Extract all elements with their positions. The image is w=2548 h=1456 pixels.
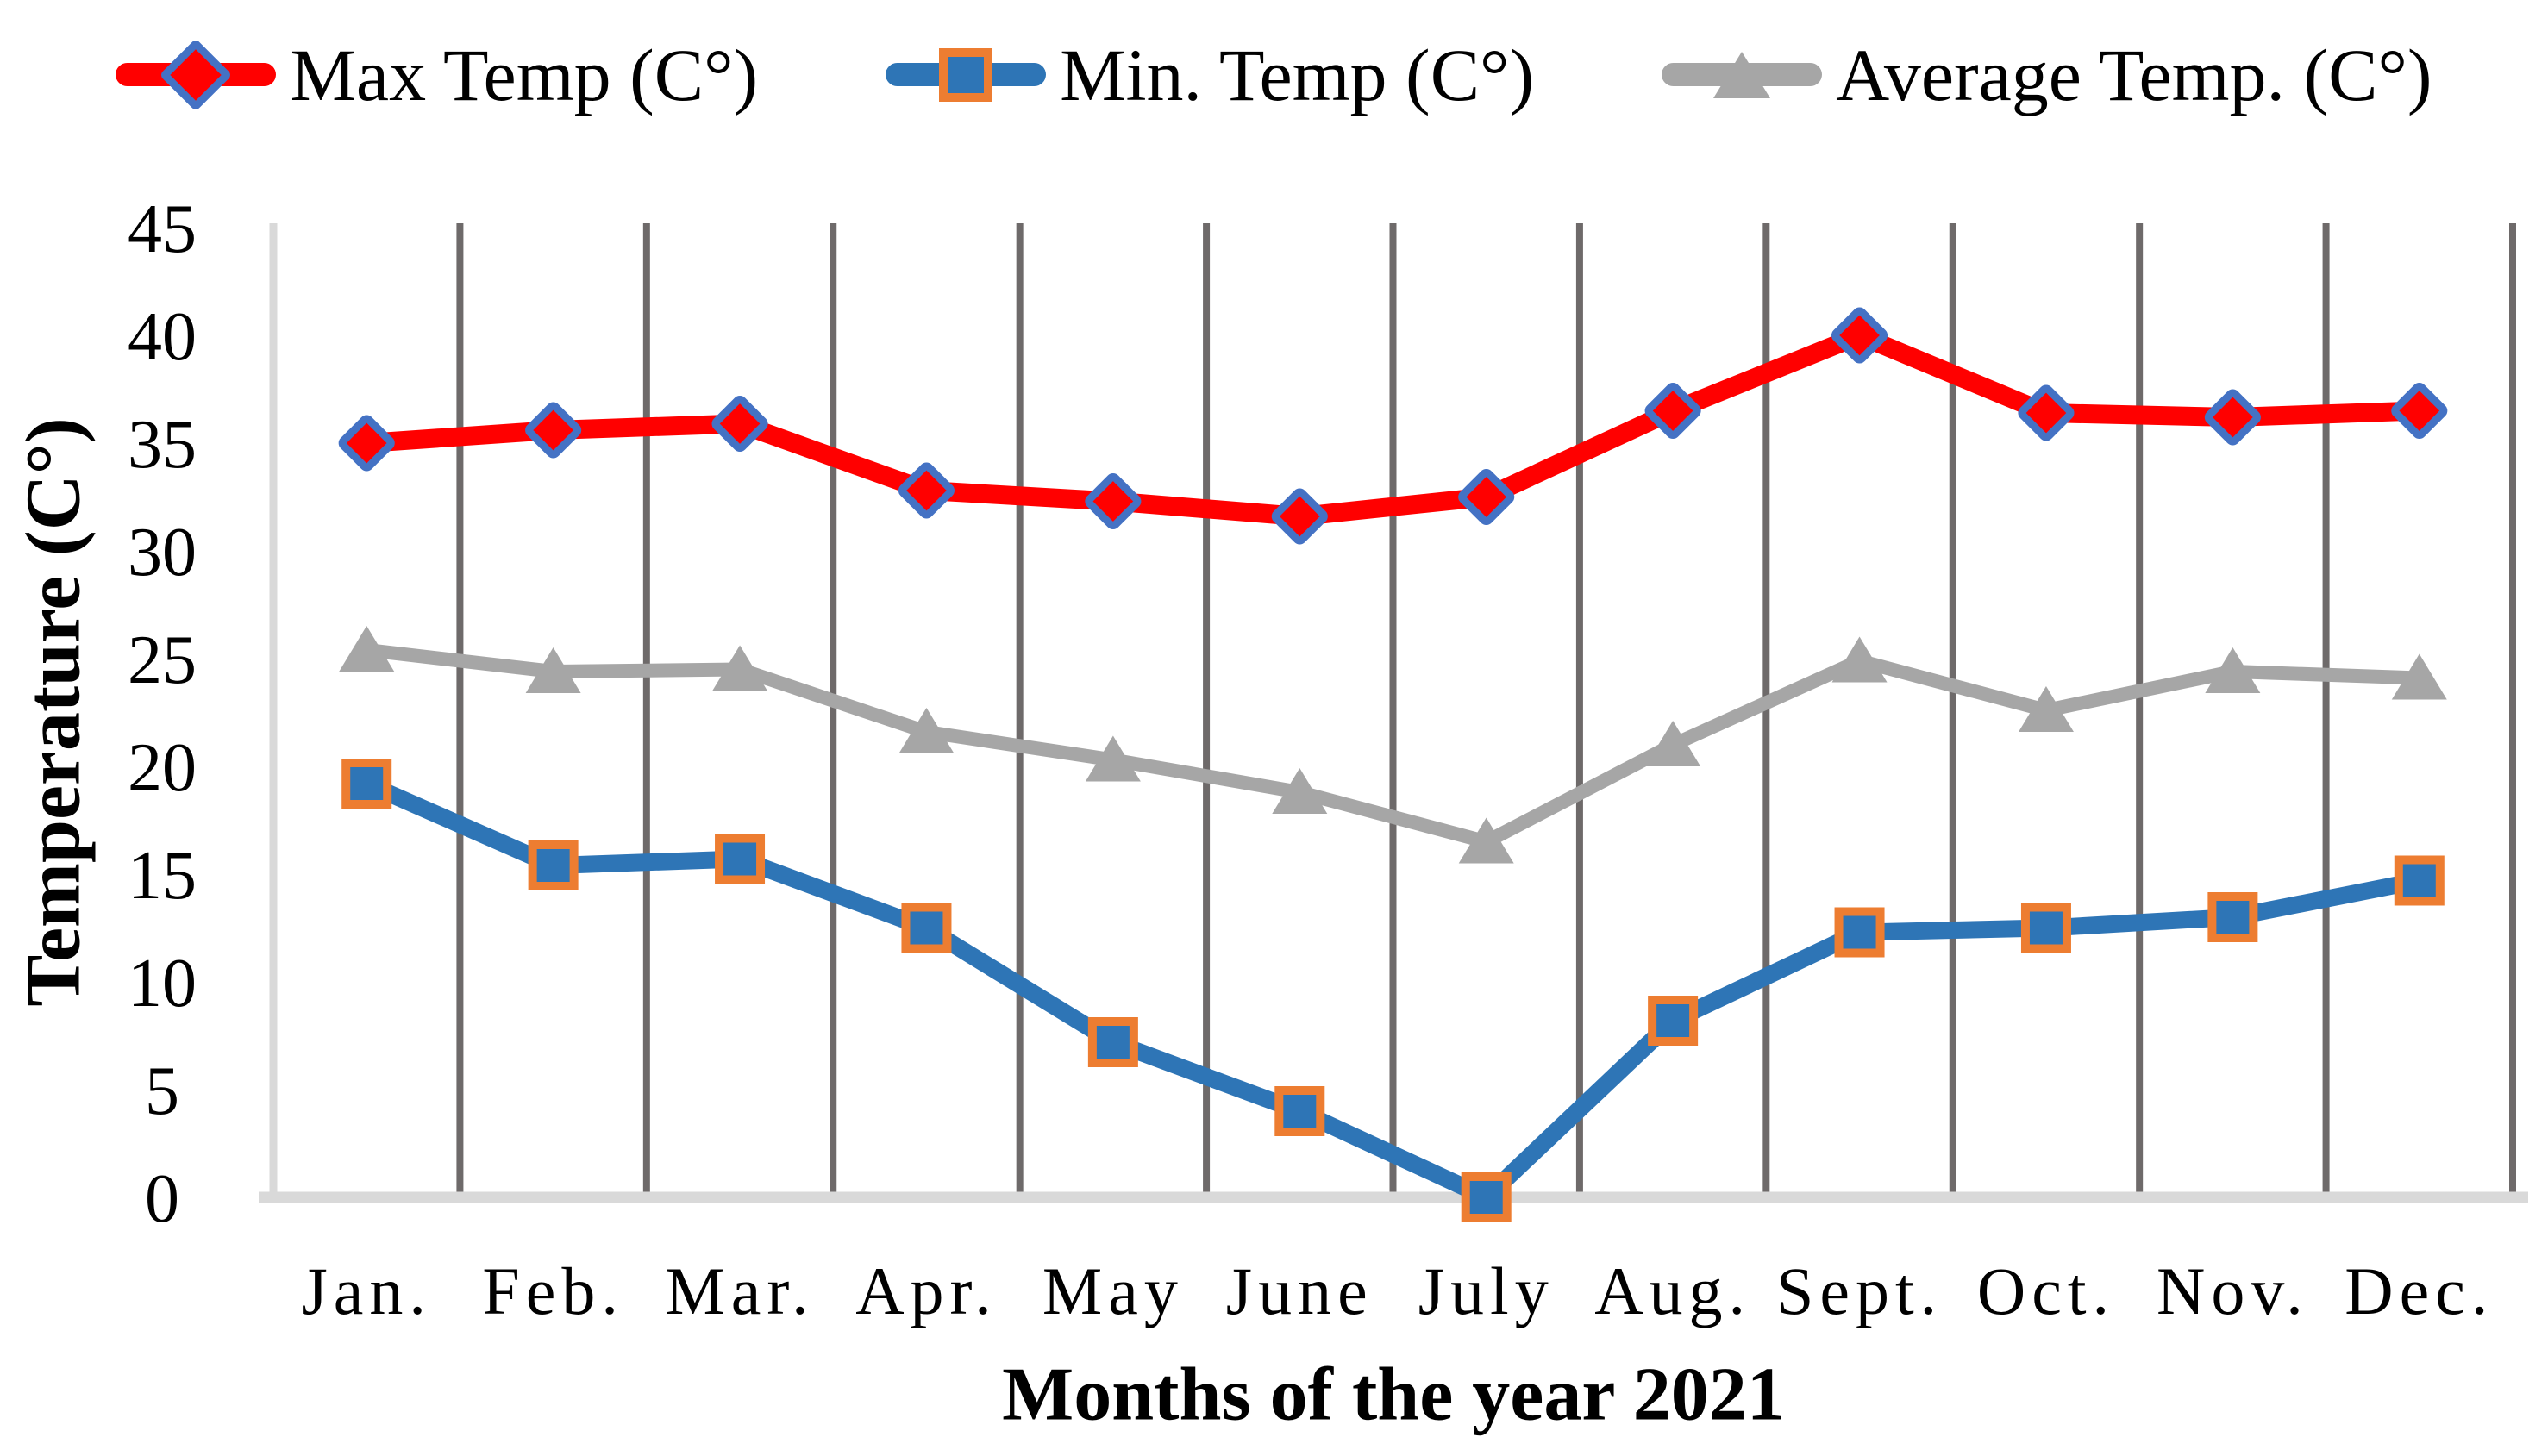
- avg-temp-marker: [2018, 686, 2074, 732]
- y-tick-label: 20: [128, 730, 197, 806]
- min-temp-marker: [715, 834, 766, 884]
- avg-temp-line: [360, 643, 2426, 849]
- min-temp-marker: [1648, 996, 1699, 1046]
- x-axis-title: Months of the year 2021: [1002, 1353, 1785, 1437]
- max-temp-marker: [1271, 488, 1328, 545]
- x-month-label: Jan.: [301, 1253, 431, 1328]
- x-month-label: Mar.: [665, 1253, 814, 1328]
- max-temp-marker: [711, 395, 768, 453]
- y-tick-label: 35: [128, 407, 197, 483]
- legend-item-diamond: Max Temp (C°): [116, 32, 758, 118]
- y-tick-label: 25: [128, 622, 197, 698]
- min-temp-marker: [1274, 1086, 1325, 1136]
- min-temp-marker: [1461, 1172, 1512, 1222]
- avg-temp-marker: [1085, 735, 1141, 782]
- avg-temp-marker: [339, 626, 395, 672]
- legend-label: Min. Temp (C°): [1060, 34, 1535, 116]
- min-temp-marker: [2207, 892, 2258, 942]
- y-tick-label: 0: [145, 1161, 179, 1237]
- min-temp-marker: [901, 903, 952, 953]
- max-temp-marker: [2018, 384, 2075, 441]
- max-temp-marker: [1644, 382, 1701, 440]
- x-month-label: Sept.: [1776, 1253, 1943, 1328]
- x-month-label: Dec.: [2345, 1253, 2494, 1328]
- y-tick-label: 45: [128, 191, 197, 267]
- square-icon: [939, 48, 993, 102]
- avg-temp-marker: [1645, 721, 1701, 766]
- min-temp-marker: [1087, 1017, 1138, 1067]
- x-month-label: Nov.: [2157, 1253, 2309, 1328]
- min-temp-line: [358, 775, 2428, 1206]
- triangle-icon: [1713, 52, 1771, 98]
- avg-temp-marker: [2205, 647, 2261, 693]
- y-tick-label: 15: [128, 838, 197, 914]
- max-temp-marker: [898, 462, 955, 519]
- legend-label: Max Temp (C°): [290, 34, 759, 116]
- x-month-label: July: [1418, 1253, 1555, 1328]
- max-temp-marker: [2204, 389, 2261, 446]
- square-legend-marker-icon: [886, 41, 1047, 109]
- avg-temp-marker: [525, 647, 581, 693]
- y-tick-label: 5: [145, 1053, 179, 1129]
- x-month-label: June: [1226, 1253, 1374, 1328]
- max-temp-marker: [525, 402, 582, 459]
- avg-temp-marker: [712, 645, 768, 691]
- min-temp-marker: [1834, 907, 1885, 958]
- avg-temp-marker: [1831, 636, 1888, 683]
- max-temp-marker: [2391, 382, 2448, 440]
- y-tick-label: 40: [128, 299, 197, 375]
- min-temp-marker: [2394, 855, 2445, 906]
- min-temp-marker: [2020, 903, 2071, 953]
- x-month-label: Aug.: [1594, 1253, 1751, 1328]
- legend-label: Average Temp. (C°): [1836, 34, 2432, 116]
- avg-temp-marker: [1272, 768, 1328, 814]
- avg-temp-marker: [898, 708, 955, 753]
- x-month-label: Oct.: [1977, 1253, 2115, 1328]
- y-tick-label: 30: [128, 515, 197, 591]
- y-tick-label: 10: [128, 946, 197, 1022]
- avg-temp-marker: [2391, 653, 2447, 700]
- max-temp-marker: [1831, 307, 1888, 364]
- legend-item-triangle: Average Temp. (C°): [1662, 32, 2432, 118]
- chart-legend: Max Temp (C°) Min. Temp (C°) Average Temp.…: [0, 19, 2548, 131]
- max-temp-marker: [1085, 472, 1142, 530]
- max-temp-marker: [338, 415, 395, 472]
- min-temp-marker: [341, 759, 392, 809]
- x-month-label: May: [1042, 1253, 1184, 1328]
- x-month-label: Apr.: [855, 1253, 998, 1328]
- legend-item-square: Min. Temp (C°): [886, 32, 1534, 118]
- x-month-label: Feb.: [482, 1253, 624, 1328]
- max-temp-marker: [1458, 468, 1515, 526]
- triangle-legend-marker-icon: [1662, 41, 1823, 109]
- min-temp-marker: [528, 840, 579, 890]
- avg-temp-marker: [1458, 817, 1514, 864]
- max-temp-line: [357, 326, 2429, 526]
- diamond-legend-marker-icon: [116, 38, 277, 112]
